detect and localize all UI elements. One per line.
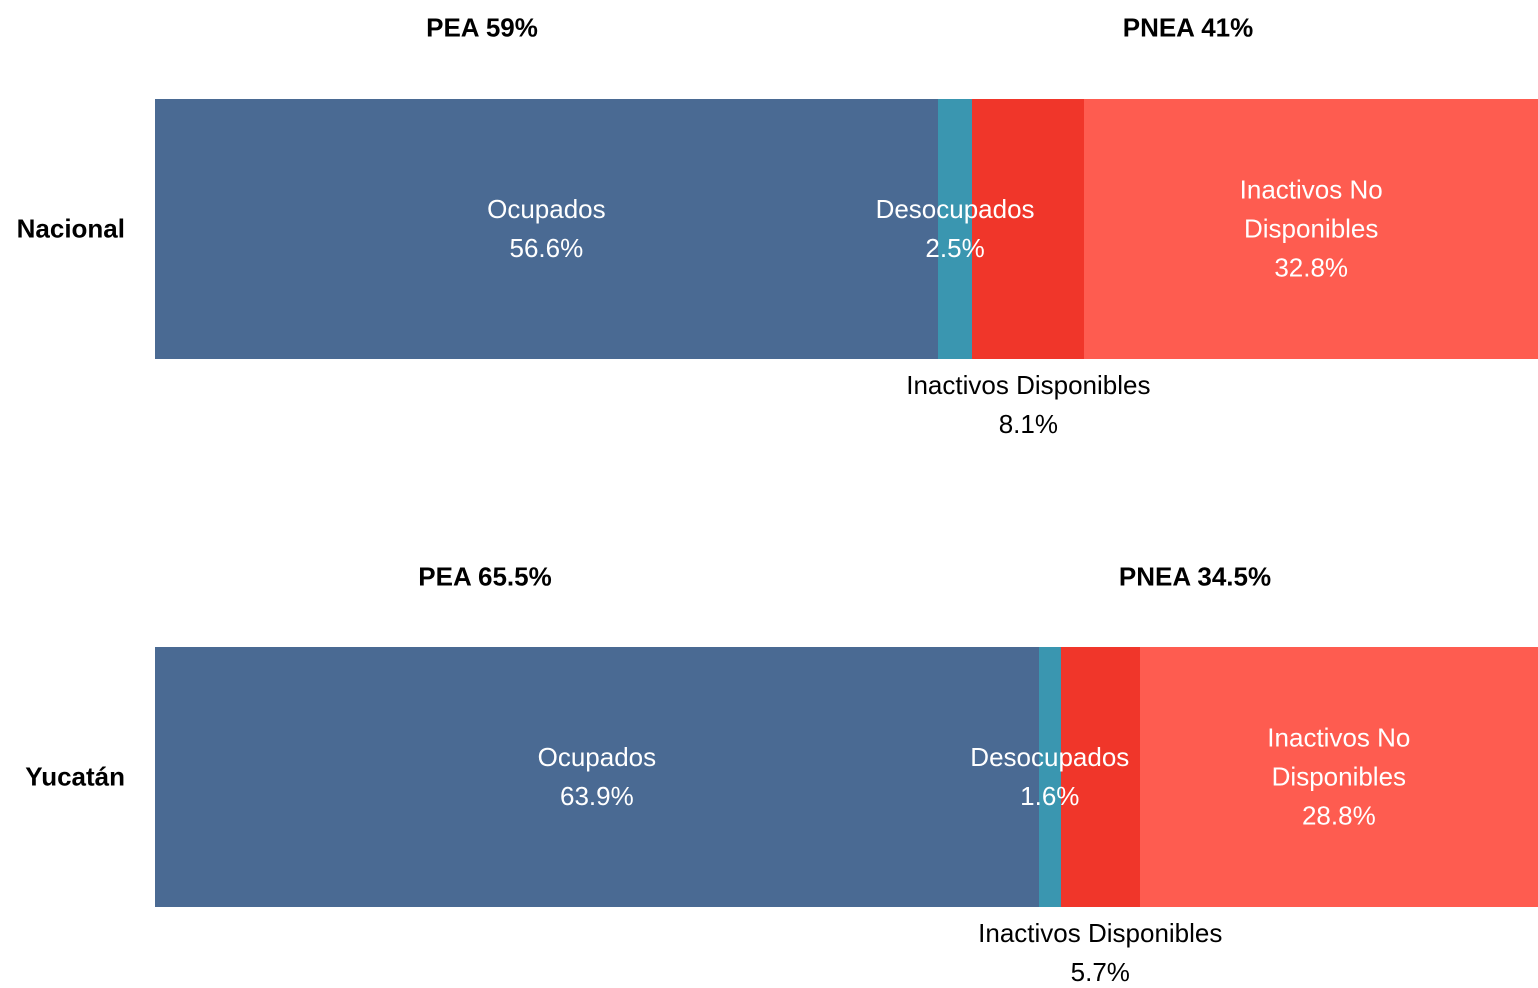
- group-annotation: PNEA 41%: [1122, 12, 1254, 43]
- data-label: 1.6%: [1020, 781, 1080, 811]
- label-group: Ocupados 63.9%: [489, 738, 704, 816]
- group-annotation: PNEA 34.5%: [1118, 561, 1272, 592]
- bar-segment: [155, 99, 938, 359]
- data-label: 32.8%: [1274, 252, 1349, 283]
- category-label: Nacional: [16, 213, 125, 244]
- data-label: 2.5%: [925, 233, 985, 263]
- bar-segment: [937, 99, 973, 359]
- series-label: Ocupados: [487, 194, 606, 224]
- bar-segment: [155, 647, 1039, 907]
- label-group: Inactivos No Disponibles 32.8%: [1204, 171, 1419, 288]
- data-label: 5.7%: [1070, 957, 1130, 987]
- series-label: Inactivos No Disponibles: [1267, 722, 1411, 792]
- series-label: Desocupados: [970, 742, 1130, 772]
- series-label: Inactivos No Disponibles: [1239, 174, 1383, 244]
- group-annotation: PEA 65.5%: [418, 561, 552, 592]
- bar-segment: [1139, 647, 1538, 907]
- label-group: Ocupados 56.6%: [439, 190, 654, 268]
- label-group: Desocupados 1.6%: [942, 738, 1157, 816]
- label-group: Inactivos No Disponibles 28.8%: [1231, 719, 1446, 836]
- series-label: Ocupados: [537, 742, 657, 772]
- group-annotation: PEA 59%: [426, 12, 538, 43]
- data-label: 8.1%: [998, 409, 1058, 439]
- data-label: 63.9%: [559, 781, 634, 811]
- series-label: Inactivos Disponibles: [978, 918, 1223, 948]
- bar-segment: [1038, 647, 1061, 907]
- series-label: Desocupados: [875, 194, 1035, 224]
- bar-segment: [1060, 647, 1140, 907]
- label-group: Inactivos Disponibles 8.1%: [906, 366, 1150, 444]
- data-label: 28.8%: [1301, 800, 1376, 831]
- bar-segment: [972, 99, 1085, 359]
- data-label: 56.6%: [509, 233, 584, 263]
- series-label: Inactivos Disponibles: [906, 370, 1151, 400]
- label-group: Inactivos Disponibles 5.7%: [978, 914, 1222, 988]
- category-label: Yucatán: [25, 761, 125, 792]
- label-group: Desocupados 2.5%: [848, 190, 1063, 268]
- bar-segment: [1084, 99, 1538, 359]
